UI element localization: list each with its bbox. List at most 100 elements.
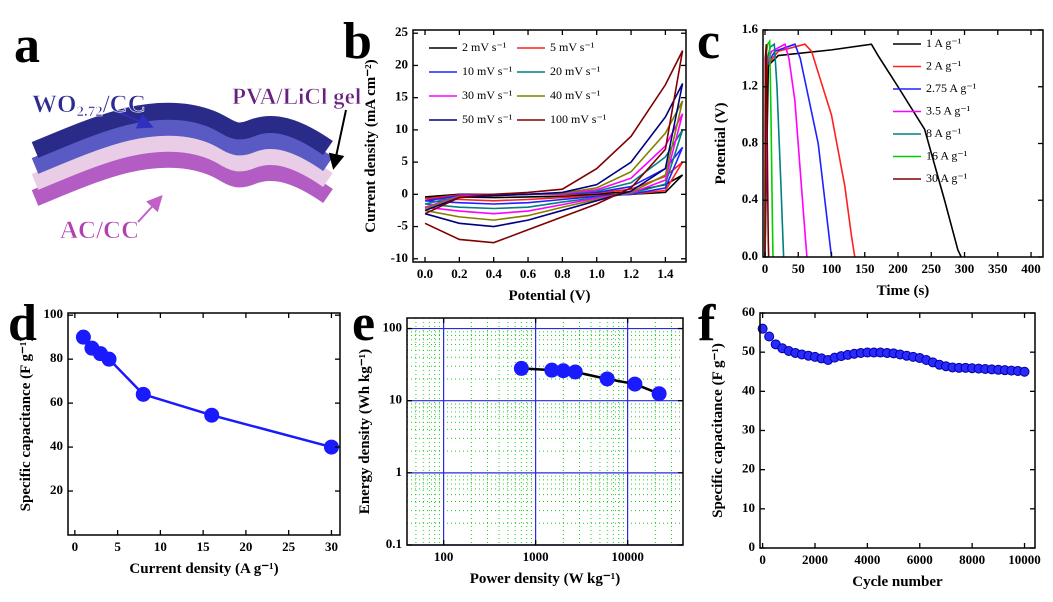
data-point — [567, 364, 583, 380]
arrow — [117, 111, 154, 129]
y-axis-title: Current density (mA cm⁻²) — [363, 59, 379, 232]
x-tick-label: 4000 — [854, 552, 880, 567]
plot-area — [82, 336, 332, 449]
plot-frame — [406, 317, 684, 546]
y-tick-label: 5 — [402, 153, 409, 168]
plot-area — [424, 50, 684, 244]
x-tick-label: 10000 — [1008, 552, 1041, 567]
y-tick-label: 100 — [44, 306, 64, 321]
x-tick-label: 0.0 — [417, 266, 433, 281]
x-tick-label: 30 — [325, 539, 338, 554]
chart-panel: 100 1000 10000 0.1 1 10 100 Power density (W kg… — [352, 295, 684, 587]
panel-letter: e — [352, 295, 375, 352]
y-tick-label: 0.1 — [386, 536, 402, 551]
data-point — [135, 386, 151, 402]
data-point — [599, 371, 615, 387]
cc-layer — [31, 102, 333, 158]
y-tick-label: -10 — [391, 250, 408, 265]
legend-label: 20 mV s⁻¹ — [550, 64, 601, 78]
plot-frame — [67, 312, 341, 536]
legend-label: 16 A g⁻¹ — [926, 148, 968, 162]
y-tick-label: 25 — [395, 24, 409, 39]
y-tick-label: 1.6 — [742, 21, 759, 36]
gel-layer — [31, 134, 333, 190]
ac-layer — [31, 150, 333, 206]
legend-label: 8 A g⁻¹ — [926, 126, 962, 140]
y-tick-label: 60 — [50, 394, 63, 409]
legend-label: 2.75 A g⁻¹ — [926, 81, 977, 95]
x-tick-label: 200 — [888, 261, 908, 276]
x-tick-label: 20 — [239, 539, 252, 554]
x-axis-title: Current density (A g⁻¹) — [129, 561, 278, 577]
markers — [757, 323, 1030, 377]
label-part: WO — [32, 91, 76, 118]
x-tick-label: 10 — [154, 539, 167, 554]
data-point — [627, 376, 643, 392]
legend-label: 1 A g⁻¹ — [926, 36, 962, 50]
x-tick-label: 8000 — [959, 552, 985, 567]
x-tick-label: 0 — [762, 261, 769, 276]
series-line — [424, 50, 684, 244]
x-tick-label: 250 — [922, 261, 942, 276]
chart-panel: 0 2000 4000 6000 8000 10000 0 10 20 30 40 50 60 Cycle… — [698, 295, 1041, 590]
markers — [75, 329, 339, 455]
x-tick-label: 150 — [855, 261, 875, 276]
legend-label: 3.5 A g⁻¹ — [926, 103, 971, 117]
plot-frame — [759, 312, 1036, 549]
panel-letter: a — [14, 17, 40, 74]
x-axis-title: Cycle number — [852, 574, 943, 590]
x-tick-label: 1.0 — [589, 266, 605, 281]
plot-area — [764, 38, 962, 257]
y-tick-label: 30 — [742, 421, 755, 436]
data-point — [513, 360, 529, 376]
data-point — [1019, 366, 1030, 377]
y-axis-title: Specific capacitance (F g⁻¹) — [18, 337, 34, 512]
x-tick-label: 0 — [72, 539, 79, 554]
y-tick-label: 20 — [395, 56, 408, 71]
y-tick-label: 50 — [742, 343, 755, 358]
x-tick-label: 1.2 — [623, 266, 639, 281]
y-tick-label: 20 — [50, 482, 63, 497]
y-tick-label: 0 — [402, 185, 409, 200]
label-part: /CC — [102, 91, 146, 118]
y-tick-label: 0.4 — [742, 191, 759, 206]
y-tick-label: 40 — [50, 438, 63, 453]
arrow — [137, 195, 163, 223]
x-tick-label: 50 — [792, 261, 805, 276]
data-point — [651, 386, 667, 402]
legend-label: 50 mV s⁻¹ — [462, 112, 513, 126]
chart-panel: 0 50 100 150 200 250 300 350 400 0.0 0.4 0.8 1.2 1.6 T… — [697, 13, 1044, 299]
legend-label: 30 mV s⁻¹ — [462, 88, 513, 102]
legend-label: 40 mV s⁻¹ — [550, 88, 601, 102]
data-point — [75, 329, 91, 345]
y-tick-label: 10 — [742, 500, 755, 515]
y-tick-label: 10 — [395, 121, 408, 136]
x-tick-label: 15 — [197, 539, 211, 554]
x-tick-label: 1.4 — [657, 266, 674, 281]
y-tick-label: 10 — [389, 392, 402, 407]
legend-label: 2 mV s⁻¹ — [462, 40, 507, 54]
minor-grid — [407, 318, 683, 545]
series-line — [764, 43, 856, 257]
panel-a: a WO2.72/CC PVA/LiCl gel AC/CC — [14, 17, 362, 244]
panel-letter: f — [698, 295, 716, 352]
legend: 2 mV s⁻¹ 5 mV s⁻¹ 10 mV s⁻¹ 20 mV s⁻¹ 30 mV … — [429, 40, 607, 126]
data-point — [204, 407, 220, 423]
y-tick-label: 0 — [749, 539, 756, 554]
y-tick-label: -5 — [397, 218, 408, 233]
x-tick-label: 400 — [1021, 261, 1041, 276]
panel-letter: c — [697, 13, 720, 70]
arrow — [328, 109, 347, 170]
panel-letter: d — [8, 295, 37, 352]
chart-panel: 0.0 0.2 0.4 0.6 0.8 1.0 1.2 1.4 -10 -5 0 5 10 15 20 25 P… — [343, 13, 687, 304]
layer-label: PVA/LiCl gel — [232, 84, 361, 109]
legend-label: 30 A g⁻¹ — [926, 171, 968, 185]
y-tick-label: 1 — [396, 464, 403, 479]
y-tick-label: 20 — [742, 461, 755, 476]
y-tick-label: 60 — [742, 304, 755, 319]
legend-label: 5 mV s⁻¹ — [550, 40, 595, 54]
y-tick-label: 1.2 — [742, 78, 758, 93]
label-part: 2.72 — [76, 104, 102, 120]
